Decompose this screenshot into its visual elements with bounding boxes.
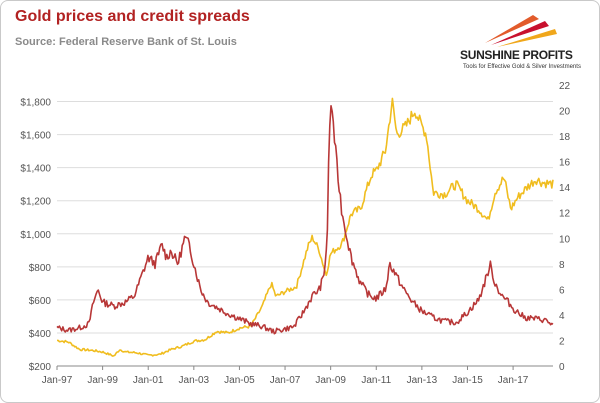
chart-source: Source: Federal Reserve Bank of St. Loui… (15, 36, 237, 48)
right-tick-label: 10 (559, 234, 571, 245)
grid-lines (57, 101, 553, 367)
x-tick-label: Jan-11 (361, 375, 391, 386)
right-tick-label: 12 (559, 209, 571, 220)
left-tick-label: $1,200 (20, 197, 51, 208)
x-tick-label: Jan-07 (270, 375, 301, 386)
x-axis: Jan-97 Jan-99 Jan-01 Jan-03 Jan-05 Jan-07 Jan-… (42, 365, 553, 386)
right-tick-label: 20 (559, 107, 571, 118)
x-tick-label: Jan-15 (452, 375, 483, 386)
series-line-credit-spread (56, 105, 554, 335)
x-tick-label: Jan-99 (87, 375, 118, 386)
logo-ray-3 (497, 29, 557, 47)
x-tick-label: Jan-09 (315, 375, 346, 386)
series-line-gold-price (57, 97, 554, 357)
right-tick-label: 22 (559, 81, 571, 92)
logo-sun-icon (485, 15, 557, 47)
logo-name: SUNSHINE PROFITS (460, 48, 573, 62)
left-tick-label: $1,600 (20, 131, 51, 142)
logo-ray-1 (485, 15, 539, 43)
left-tick-label: $1,400 (20, 164, 51, 175)
right-tick-label: 8 (559, 260, 565, 271)
left-tick-label: $800 (29, 263, 52, 274)
left-axis: $200 $400 $600 $800 $1,000 $1,200 $1,400 $1,600… (20, 98, 51, 373)
right-tick-label: 18 (559, 132, 571, 143)
right-axis: 0 2 4 6 8 10 12 14 16 18 20 22 (559, 81, 571, 373)
left-tick-label: $400 (29, 329, 52, 340)
x-tick-label: Jan-97 (42, 375, 73, 386)
x-tick-label: Jan-01 (133, 375, 164, 386)
left-tick-label: $200 (29, 362, 52, 373)
right-tick-label: 6 (559, 285, 565, 296)
right-tick-label: 16 (559, 158, 571, 169)
x-tick-label: Jan-17 (498, 375, 529, 386)
series-layer (56, 97, 554, 357)
logo-tagline: Tools for Effective Gold & Silver Invest… (463, 64, 581, 70)
left-tick-label: $1,000 (20, 230, 51, 241)
left-tick-label: $600 (29, 296, 52, 307)
left-tick-label: $1,800 (20, 98, 51, 109)
chart-title: Gold prices and credit spreads (15, 8, 250, 25)
right-tick-label: 4 (559, 311, 565, 322)
logo-ray-2 (491, 21, 549, 45)
x-tick-label: Jan-05 (224, 375, 255, 386)
right-tick-label: 2 (559, 336, 565, 347)
right-tick-label: 14 (559, 183, 571, 194)
x-tick-label: Jan-13 (407, 375, 438, 386)
right-tick-label: 0 (559, 362, 565, 373)
x-tick-label: Jan-03 (179, 375, 210, 386)
